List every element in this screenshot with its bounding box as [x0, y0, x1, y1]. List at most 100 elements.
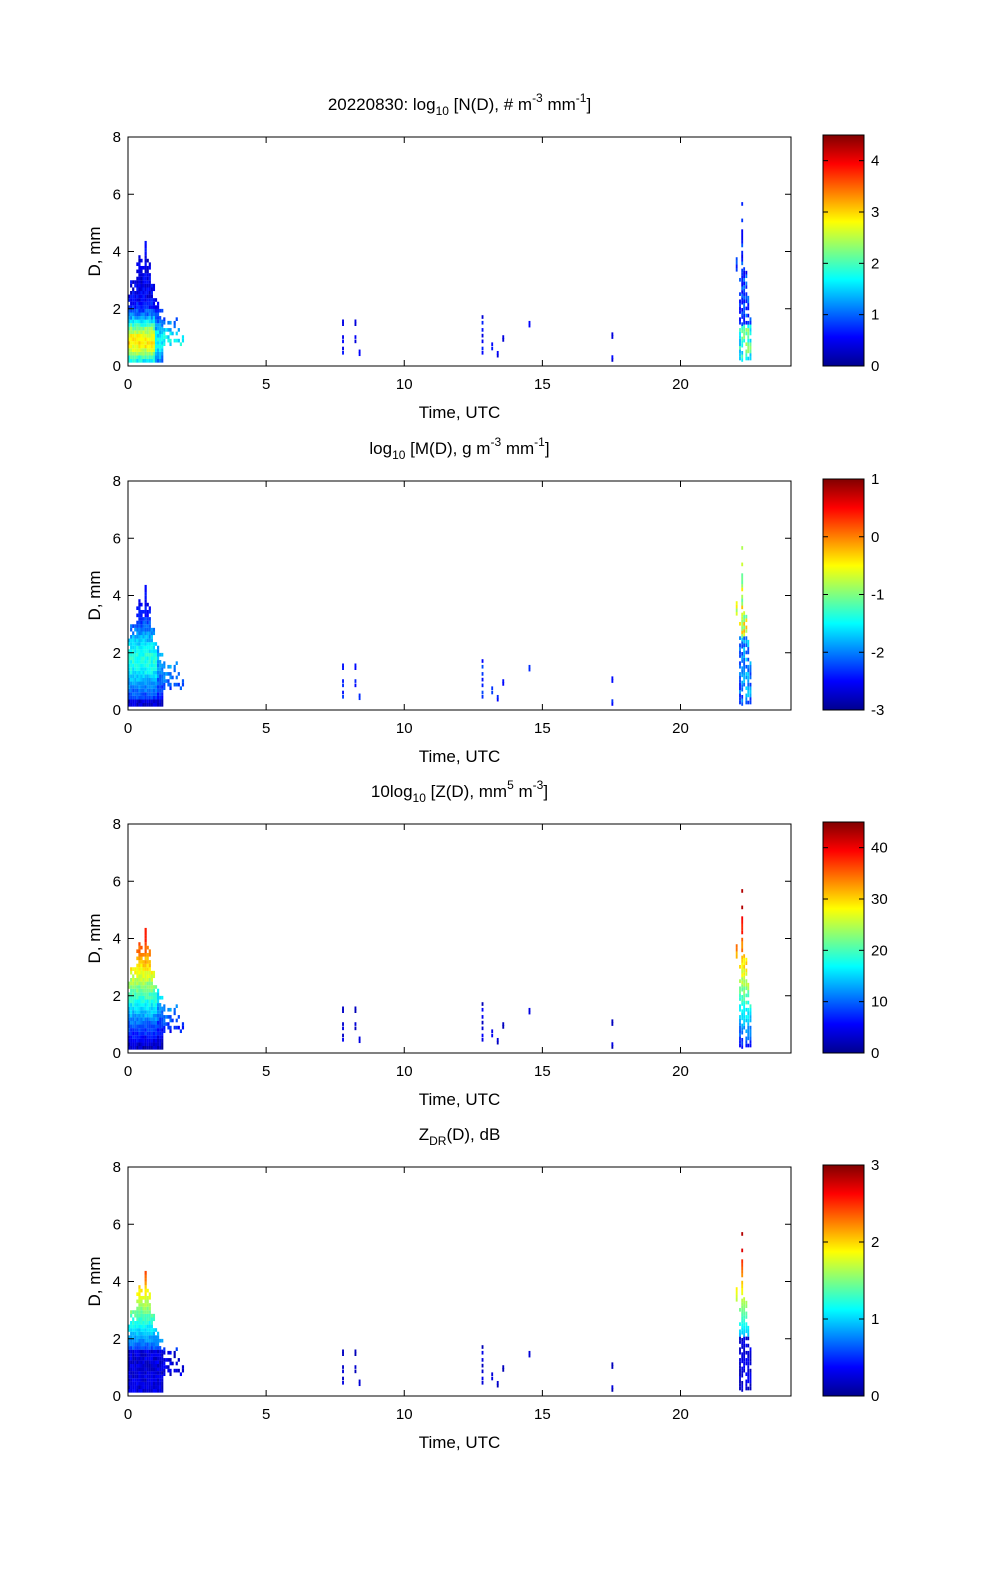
heatmap-cell [342, 683, 344, 688]
heatmap-cell [481, 1002, 484, 1006]
colorbar-tick-label: -2 [871, 644, 884, 661]
heatmap-cell [159, 1035, 162, 1039]
heatmap-cell [743, 668, 746, 673]
heatmap-cell [134, 1042, 137, 1047]
heatmap-cell [150, 326, 153, 331]
title-segment: [N(D), # m [449, 95, 532, 114]
heatmap-cell [146, 308, 149, 313]
heatmap-cell [741, 930, 744, 935]
heatmap-cell [144, 584, 147, 589]
heatmap-cell [130, 656, 133, 661]
heatmap-cell [128, 685, 131, 689]
heatmap-cell [132, 1013, 135, 1018]
heatmap-cell [140, 1310, 143, 1314]
heatmap-cell [173, 1368, 176, 1373]
heatmap-cell [528, 1353, 531, 1358]
heatmap-cell [144, 985, 147, 989]
heatmap-cell [142, 319, 145, 324]
heatmap-cell [154, 663, 158, 668]
heatmap-cell [739, 654, 741, 658]
x-axis-label: Time, UTC [419, 1090, 501, 1109]
heatmap-cell [136, 1367, 139, 1372]
heatmap-cell [739, 693, 741, 698]
heatmap-cell [144, 348, 147, 352]
heatmap-cell [154, 305, 158, 309]
heatmap-cell [745, 1015, 748, 1019]
heatmap-cell [138, 1024, 141, 1029]
heatmap-cell [481, 690, 484, 695]
heatmap-cell [741, 669, 744, 674]
title-segment: 10log [371, 782, 413, 801]
heatmap-cell [745, 270, 748, 275]
heatmap-cell [146, 1353, 149, 1357]
heatmap-cell [743, 664, 746, 669]
heatmap-cell [138, 255, 141, 259]
heatmap-cell [159, 341, 162, 345]
heatmap-cell [154, 656, 158, 661]
title-superscript: -3 [532, 91, 543, 105]
heatmap-cell [169, 328, 172, 332]
heatmap-cell [150, 660, 153, 664]
heatmap-cell [528, 667, 531, 672]
heatmap-cell [481, 1037, 484, 1042]
panel-title: 20220830: log10 [N(D), # m-3 mm-1] [328, 91, 591, 118]
heatmap-cell [130, 627, 133, 632]
heatmap-cell [150, 358, 153, 363]
heatmap-cell [148, 681, 151, 686]
heatmap-cell [157, 1388, 160, 1393]
heatmap-cell [159, 695, 162, 700]
heatmap-cell [132, 677, 135, 682]
heatmap-cell [745, 1018, 748, 1023]
heatmap-cell [144, 677, 147, 682]
heatmap-cell [743, 1018, 746, 1023]
heatmap-cell [146, 291, 149, 295]
heatmap-cell [144, 1045, 147, 1050]
heatmap-cell [173, 1011, 176, 1016]
heatmap-cell [743, 611, 746, 615]
heatmap-cell [132, 1353, 135, 1357]
heatmap-cell [144, 927, 147, 932]
heatmap-cell [148, 1331, 151, 1336]
heatmap-cell [146, 656, 149, 661]
heatmap-cell [741, 546, 744, 550]
heatmap-cell [132, 995, 135, 1000]
heatmap-cell [132, 355, 135, 360]
heatmap-cell [134, 1010, 137, 1014]
heatmap-cell [132, 344, 135, 349]
heatmap-cell [144, 960, 147, 964]
heatmap-cell [138, 1028, 141, 1032]
heatmap-cell [743, 1004, 746, 1008]
heatmap-cell [745, 1315, 748, 1319]
heatmap-cell [152, 1353, 156, 1357]
heatmap-cell [177, 672, 180, 676]
heatmap-cell [130, 1335, 133, 1339]
heatmap-cell [138, 316, 141, 320]
heatmap-cell [745, 650, 748, 655]
heatmap-cell [152, 287, 156, 292]
heatmap-cell [159, 702, 162, 707]
heatmap-cell [144, 978, 147, 982]
heatmap-cell [146, 1356, 149, 1361]
heatmap-cell [146, 1010, 149, 1014]
heatmap-cell [132, 1360, 135, 1365]
heatmap-cell [749, 338, 752, 343]
heatmap-cell [146, 1045, 149, 1050]
heatmap-cell [743, 964, 746, 969]
heatmap-cell [146, 627, 149, 632]
heatmap-cell [144, 1299, 147, 1304]
heatmap-cell [150, 341, 153, 345]
heatmap-cell [140, 1006, 143, 1011]
heatmap-cell [747, 320, 750, 325]
heatmap-cell [148, 301, 151, 306]
heatmap-cell [140, 963, 143, 968]
heatmap-cell [148, 677, 151, 682]
heatmap-cell [148, 663, 151, 668]
heatmap-cell [128, 312, 131, 317]
heatmap-cell [154, 985, 158, 989]
heatmap-cell [152, 1388, 156, 1393]
heatmap-cell [130, 1328, 133, 1332]
heatmap-cell [154, 1017, 158, 1022]
heatmap-cell [130, 1006, 133, 1011]
x-axis-label: Time, UTC [419, 1433, 501, 1452]
heatmap-cell [741, 1012, 744, 1017]
